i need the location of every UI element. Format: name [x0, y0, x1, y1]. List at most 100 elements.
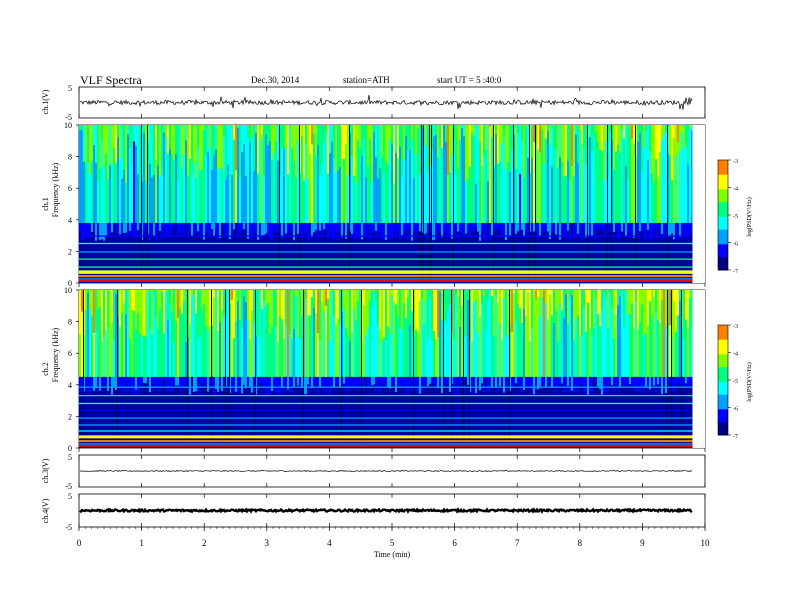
spectrogram-dark-streak	[529, 125, 530, 283]
spectrogram-cell	[685, 290, 687, 320]
spectrogram-cell	[439, 146, 441, 223]
spectrogram-cell	[329, 376, 331, 395]
spectrogram-cell	[473, 222, 475, 231]
spectrogram-cell	[111, 321, 113, 377]
spectrogram-cell	[199, 290, 201, 336]
spectrogram-cell	[611, 290, 613, 309]
spectrogram-cell	[383, 173, 385, 223]
colorbar-cell	[718, 255, 728, 258]
spectrogram-cell	[327, 222, 329, 238]
spectrogram-cell	[495, 134, 497, 223]
spectrogram-cell	[165, 376, 167, 391]
colorbar-cell	[718, 345, 728, 348]
spectrogram-cell	[549, 294, 551, 377]
spectrogram-cell	[343, 222, 345, 230]
spectrogram-cell	[261, 222, 263, 236]
spectrogram-cell	[411, 376, 413, 392]
spectrogram-cell	[259, 125, 261, 139]
spectrogram-cell	[211, 222, 213, 230]
spectrogram-cell	[511, 290, 513, 332]
colorbar-cell	[718, 248, 728, 251]
spectrogram-cell	[219, 290, 221, 323]
spectrogram-cell	[501, 222, 503, 237]
spectrogram-cell	[641, 376, 643, 387]
spectrogram-cell	[517, 222, 519, 232]
spectrogram-cell	[537, 222, 539, 240]
spectrogram-cell	[239, 222, 241, 233]
spectrogram-cell	[285, 148, 287, 223]
spectrogram-cell	[195, 290, 197, 314]
spectrogram-cell	[583, 125, 585, 148]
spectrogram-cell	[653, 376, 655, 386]
spectrogram-cell	[467, 376, 469, 385]
spectrogram-cell	[285, 125, 287, 149]
spectrogram-cell	[633, 125, 635, 144]
spectrogram-cell	[451, 222, 453, 239]
spectrogram-dark-streak	[255, 290, 256, 448]
spectrogram-cell	[351, 290, 353, 333]
spectrogram-cell	[589, 328, 591, 377]
spectrogram-cell	[533, 141, 535, 223]
spectrogram-cell	[95, 330, 97, 377]
spectrogram-cell	[183, 376, 185, 389]
spectrogram-cell	[685, 222, 687, 238]
spectrogram-cell	[139, 125, 141, 223]
spectrogram-cell	[605, 290, 607, 299]
spectrogram-cell	[151, 125, 153, 178]
colorbar-cell	[718, 383, 728, 386]
spectrogram-cell	[115, 222, 117, 236]
spectrogram-cell	[91, 125, 93, 162]
ch1-ytick-bottom: -5	[65, 113, 72, 122]
spectrogram-cell	[635, 376, 637, 392]
spectrogram-cell	[527, 157, 529, 223]
spectrogram-cell	[479, 290, 481, 318]
spectrogram-cell	[261, 290, 263, 310]
spectrogram-cell	[169, 222, 171, 234]
spectrogram-cell	[629, 376, 631, 385]
spectrogram-cell	[179, 308, 181, 377]
spectrogram-cell	[629, 314, 631, 377]
spectrogram-cell	[81, 125, 83, 131]
spectrogram-cell	[339, 125, 341, 168]
spectrogram-cell	[353, 308, 355, 377]
spectrogram-cell	[195, 376, 197, 392]
spectrogram-cell	[603, 290, 605, 292]
y-tick-label: 4	[68, 216, 72, 225]
spectrogram-cell	[277, 125, 279, 161]
spectrogram-cell	[361, 222, 363, 240]
spectrogram-cell	[687, 376, 689, 386]
spectrogram-cell	[305, 222, 307, 235]
spectrogram-cell	[597, 222, 599, 229]
spectrogram-cell	[295, 296, 297, 377]
spectrogram-cell	[243, 144, 245, 223]
spectrogram-hband	[79, 402, 693, 405]
spectrogram-cell	[651, 173, 653, 223]
spectrogram-cell	[365, 335, 367, 377]
spectrogram-cell	[105, 376, 107, 388]
spectrogram-cell	[321, 302, 323, 377]
spectrogram-cell	[549, 125, 551, 146]
spectrogram-cell	[681, 125, 683, 133]
spectrogram-cell	[537, 125, 539, 150]
spectrogram-cell	[115, 125, 117, 164]
spectrogram-cell	[629, 125, 631, 127]
spectrogram-cell	[461, 222, 463, 235]
spectrogram-cell	[355, 222, 357, 239]
spectrogram-cell	[131, 222, 133, 235]
spectrogram-cell	[117, 125, 119, 138]
spectrogram-cell	[677, 376, 679, 384]
spectrogram-cell	[321, 376, 323, 385]
spectrogram-cell	[611, 308, 613, 377]
spectrogram-cell	[281, 376, 283, 389]
spectrogram-cell	[153, 290, 155, 293]
spectrogram-cell	[105, 125, 107, 154]
spectrogram-cell	[191, 290, 193, 297]
spectrogram-cell	[271, 125, 273, 160]
colorbar-cell	[718, 189, 728, 192]
spectrogram-cell	[125, 222, 127, 233]
spectrogram-cell	[571, 290, 573, 296]
colorbar-cell	[718, 180, 728, 183]
spectrogram-cell	[439, 291, 441, 377]
spectrogram-cell	[629, 126, 631, 223]
spectrogram-cell	[265, 222, 267, 234]
